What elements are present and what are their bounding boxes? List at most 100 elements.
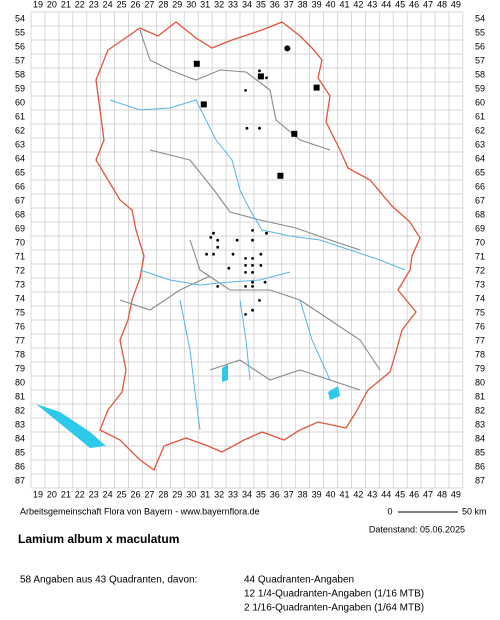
row-label: 59	[475, 83, 485, 93]
column-label: 30	[186, 0, 196, 9]
row-label: 57	[475, 55, 485, 65]
small-marker	[251, 238, 254, 242]
row-label: 69	[475, 223, 485, 233]
row-label: 56	[475, 41, 485, 51]
column-label: 23	[89, 0, 99, 9]
column-label: 21	[61, 0, 71, 9]
column-label: 45	[395, 489, 405, 499]
column-label: 34	[242, 0, 252, 9]
small-marker	[251, 308, 254, 312]
row-label: 75	[475, 307, 485, 317]
row-label: 54	[475, 13, 485, 23]
row-label: 67	[15, 195, 25, 205]
column-label: 22	[75, 0, 85, 9]
row-label: 85	[15, 447, 25, 457]
row-label: 56	[15, 41, 25, 51]
column-label: 30	[186, 489, 196, 499]
row-label: 70	[475, 237, 485, 247]
row-label: 78	[475, 349, 485, 359]
column-label: 37	[284, 0, 294, 9]
row-label: 66	[475, 181, 485, 191]
square-marker	[313, 84, 320, 91]
row-label: 65	[475, 167, 485, 177]
column-label: 38	[298, 0, 308, 9]
district-border	[119, 29, 381, 391]
row-label: 66	[15, 181, 25, 191]
row-label: 76	[15, 321, 25, 331]
column-label: 47	[423, 0, 433, 9]
row-label: 63	[15, 139, 25, 149]
column-label: 44	[381, 489, 391, 499]
small-marker	[209, 236, 213, 239]
column-label: 29	[172, 0, 182, 9]
column-label: 26	[131, 0, 141, 9]
river	[109, 99, 406, 431]
row-label: 77	[15, 335, 25, 345]
column-label: 20	[47, 0, 57, 9]
map-lines	[36, 21, 421, 472]
column-label: 35	[256, 0, 266, 9]
column-label: 28	[158, 489, 168, 499]
row-label: 60	[475, 97, 485, 107]
column-label: 27	[144, 489, 154, 499]
row-label: 77	[475, 335, 485, 345]
small-marker	[258, 126, 261, 130]
markers	[193, 45, 320, 316]
column-label: 38	[298, 489, 308, 499]
square-marker	[200, 101, 207, 108]
summary-line: 12 1/4-Quadranten-Angaben (1/16 MTB)	[244, 589, 424, 600]
date: Datenstand: 05.06.2025	[369, 524, 465, 534]
small-marker	[251, 285, 254, 288]
column-label: 31	[200, 489, 210, 499]
row-label: 72	[475, 265, 485, 275]
column-label: 33	[228, 489, 238, 499]
small-marker	[263, 280, 267, 284]
row-label: 76	[475, 321, 485, 331]
small-marker	[251, 264, 254, 267]
row-label: 82	[475, 405, 485, 415]
row-label: 81	[15, 391, 25, 401]
column-label: 44	[381, 0, 391, 9]
column-label: 42	[353, 0, 363, 9]
column-label: 23	[89, 489, 99, 499]
column-label: 32	[214, 489, 224, 499]
row-label: 83	[15, 419, 25, 429]
small-marker	[244, 285, 247, 288]
small-marker	[244, 264, 247, 267]
square-marker	[257, 73, 264, 80]
row-label: 73	[15, 279, 25, 289]
small-marker	[235, 238, 239, 242]
row-label: 84	[15, 433, 25, 443]
column-label: 26	[131, 489, 141, 499]
summary-line: 44 Quadranten-Angaben	[244, 575, 354, 586]
row-label: 74	[475, 293, 485, 303]
column-label: 46	[409, 489, 419, 499]
row-label: 84	[475, 433, 485, 443]
row-label: 79	[475, 363, 485, 373]
small-marker	[212, 252, 215, 256]
column-label: 19	[33, 0, 43, 9]
small-marker	[244, 89, 247, 92]
column-label: 19	[33, 489, 43, 499]
state-border	[95, 21, 421, 472]
small-marker	[265, 76, 268, 80]
column-label: 42	[353, 489, 363, 499]
row-label: 85	[475, 447, 485, 457]
column-label: 20	[47, 489, 57, 499]
small-marker	[251, 271, 254, 274]
column-label: 40	[326, 0, 336, 9]
column-label: 45	[395, 0, 405, 9]
row-label: 63	[475, 139, 485, 149]
summary-total: 58 Angaben aus 43 Quadranten, davon:	[20, 575, 197, 586]
small-marker	[258, 299, 261, 302]
column-label: 24	[103, 0, 113, 9]
row-label: 82	[15, 405, 25, 415]
row-label: 75	[15, 307, 25, 317]
column-label: 37	[284, 489, 294, 499]
square-marker	[291, 130, 298, 137]
column-label: 24	[103, 489, 113, 499]
small-marker	[216, 238, 220, 242]
row-label: 60	[15, 97, 25, 107]
small-marker	[212, 231, 215, 235]
